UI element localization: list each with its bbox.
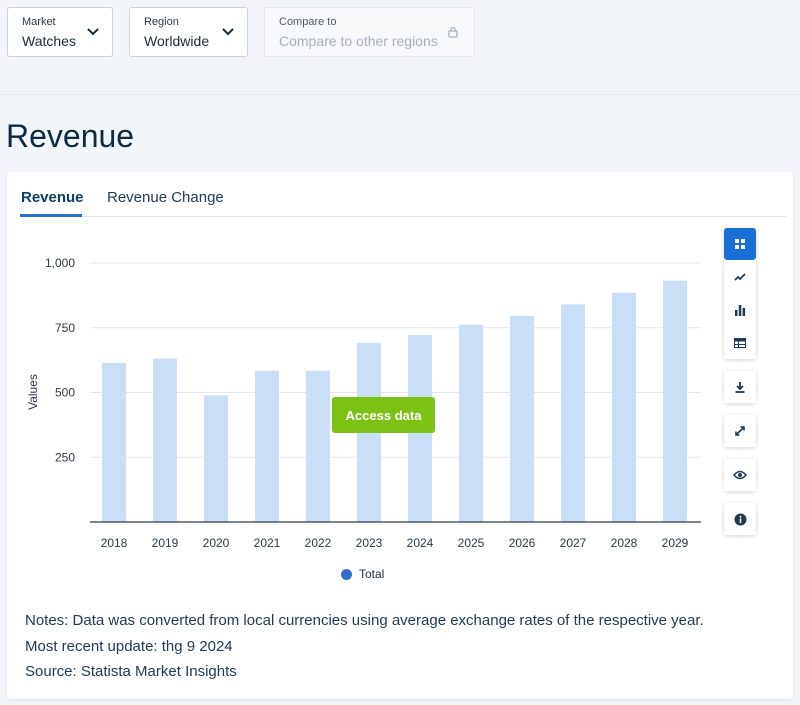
expand-icon[interactable] xyxy=(724,415,756,447)
compare-select-label: Compare to xyxy=(279,16,337,28)
region-select-value: Worldwide xyxy=(144,33,210,49)
filter-bar: Market Watches Region Worldwide Compare … xyxy=(0,0,800,95)
tab-revenue-change[interactable]: Revenue Change xyxy=(107,189,224,206)
notes-text: Notes: Data was converted from local cur… xyxy=(25,612,704,629)
bar xyxy=(255,370,279,522)
y-axis-label: Values xyxy=(26,374,40,410)
info-toolbar xyxy=(724,503,756,535)
legend-dot xyxy=(341,568,352,580)
table-icon[interactable] xyxy=(724,327,756,359)
line-chart-icon[interactable] xyxy=(724,261,756,293)
market-select-label: Market xyxy=(22,16,56,28)
page-title: Revenue xyxy=(6,118,135,154)
bar xyxy=(561,304,585,522)
bar xyxy=(612,292,636,522)
x-tick-label: 2024 xyxy=(407,536,434,550)
legend-label: Total xyxy=(359,567,385,581)
tab-revenue[interactable]: Revenue xyxy=(21,189,84,206)
x-tick-label: 2027 xyxy=(560,536,587,550)
bar xyxy=(306,370,330,522)
chart-legend[interactable]: Total xyxy=(341,567,384,581)
chart-card: Revenue Revenue Change 250 500 750 1,000 201… xyxy=(7,172,793,699)
x-tick-label: 2019 xyxy=(152,536,179,550)
x-tick-label: 2028 xyxy=(611,536,638,550)
revenue-chart: 250 500 750 1,000 2018 2019 2020 2021 2022 2023 20… xyxy=(26,256,701,550)
market-select-value: Watches xyxy=(22,33,76,49)
x-tick-label: 2022 xyxy=(305,536,332,550)
x-tick-label: 2026 xyxy=(509,536,536,550)
chevron-down-icon xyxy=(221,24,235,42)
compare-select: Compare to Compare to other regions xyxy=(264,7,475,57)
bar xyxy=(459,324,483,522)
expand-toolbar xyxy=(724,415,756,447)
y-tick-label: 1,000 xyxy=(45,256,75,270)
download-toolbar xyxy=(724,371,756,403)
access-data-button[interactable]: Access data xyxy=(332,397,435,433)
lock-icon xyxy=(448,25,458,43)
download-icon[interactable] xyxy=(724,371,756,403)
active-tab-indicator xyxy=(20,214,82,217)
market-select[interactable]: Market Watches xyxy=(7,7,113,57)
eye-icon[interactable] xyxy=(724,459,756,491)
x-tick-label: 2021 xyxy=(254,536,281,550)
bar-chart-icon[interactable] xyxy=(724,294,756,326)
x-tick-label: 2018 xyxy=(101,536,128,550)
tab-bar: Revenue Revenue Change xyxy=(20,172,786,217)
update-text: Most recent update: thg 9 2024 xyxy=(25,637,233,655)
y-tick-label: 750 xyxy=(55,321,75,335)
chevron-down-icon xyxy=(86,24,100,42)
x-tick-label: 2025 xyxy=(458,536,485,550)
x-tick-label: 2020 xyxy=(203,536,230,550)
y-tick-label: 500 xyxy=(55,386,75,400)
compare-select-placeholder: Compare to other regions xyxy=(279,33,438,49)
chart-notes: Notes: Data was converted from local cur… xyxy=(25,608,704,685)
bar xyxy=(102,362,126,522)
region-select-label: Region xyxy=(144,16,179,28)
bar xyxy=(663,280,687,522)
bar xyxy=(204,395,228,522)
dashboard-icon[interactable] xyxy=(724,228,756,260)
chart-type-toolbar xyxy=(724,228,756,359)
source-text: Source: Statista Market Insights xyxy=(25,663,237,680)
x-tick-label: 2029 xyxy=(662,536,689,550)
bar xyxy=(510,315,534,522)
region-select[interactable]: Region Worldwide xyxy=(129,7,248,57)
y-tick-label: 250 xyxy=(55,450,75,464)
info-icon[interactable] xyxy=(724,503,756,535)
bar xyxy=(153,358,177,522)
x-tick-label: 2023 xyxy=(356,536,383,550)
view-toolbar xyxy=(724,459,756,491)
